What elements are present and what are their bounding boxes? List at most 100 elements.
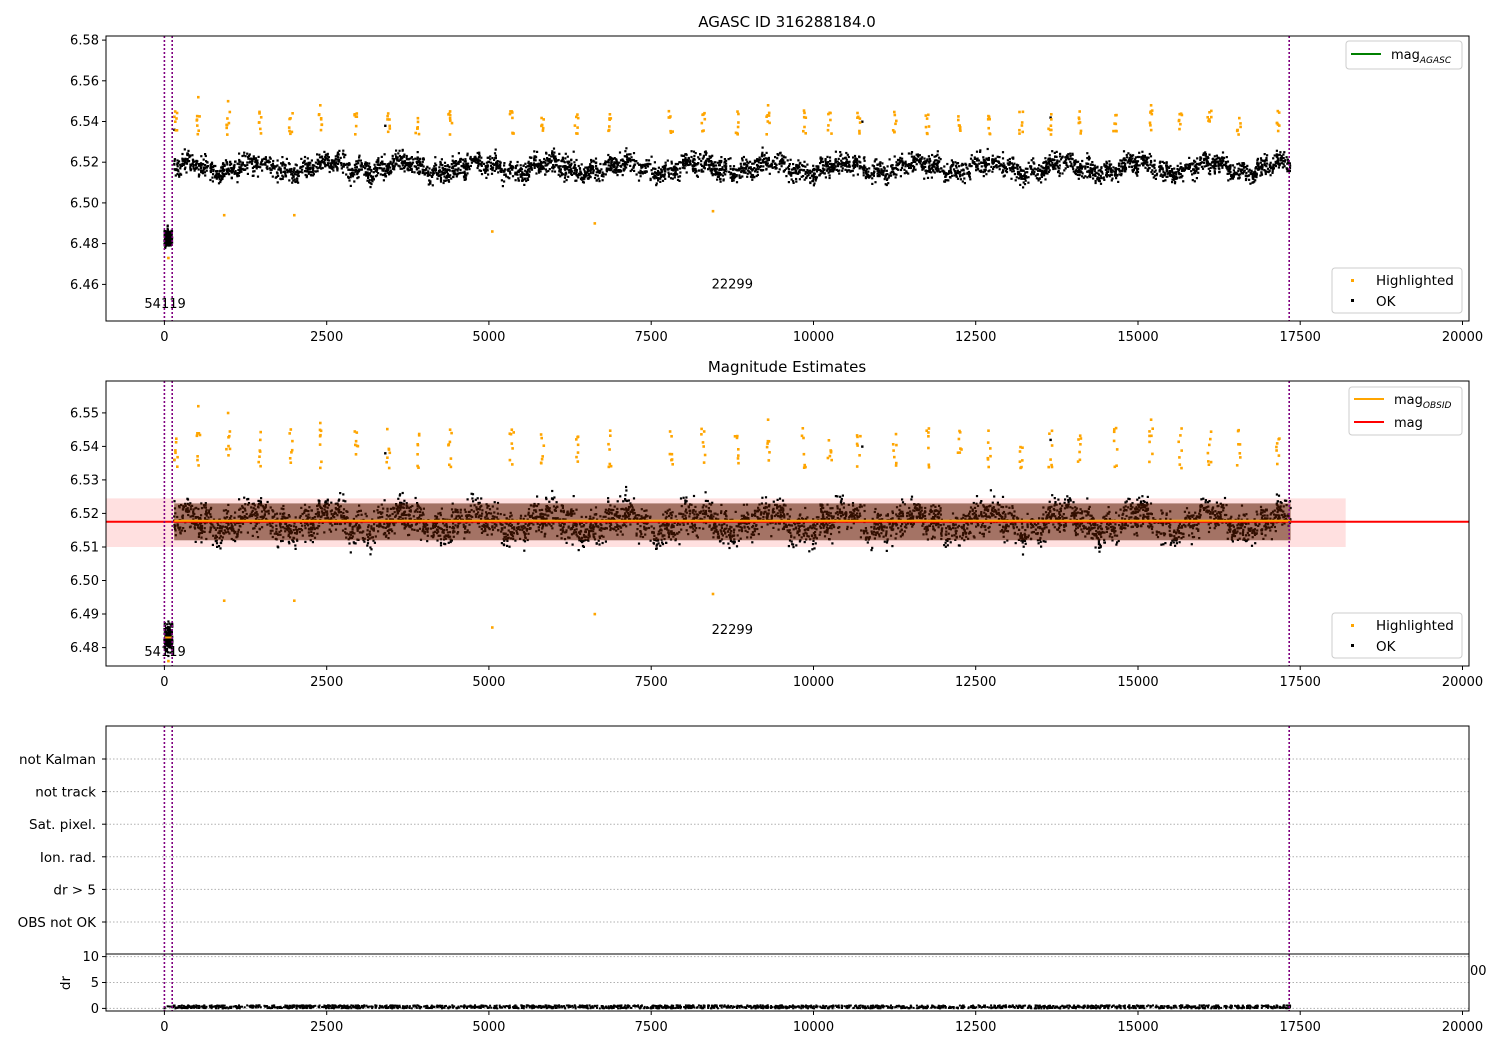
ok-point	[285, 168, 288, 171]
ok-point	[1007, 163, 1010, 166]
ok-point	[542, 160, 545, 163]
ok-point	[572, 150, 575, 153]
ok-point	[798, 169, 801, 172]
ok-point	[597, 169, 600, 172]
ok-point	[1195, 162, 1198, 166]
ok-point	[284, 175, 287, 178]
ok-point	[548, 159, 551, 162]
ok-point	[1063, 169, 1066, 172]
ok-point	[236, 175, 239, 178]
ok-point	[390, 170, 393, 174]
ok-point	[233, 171, 236, 174]
ok-point	[716, 178, 719, 181]
ok-point	[340, 167, 343, 170]
ok-point	[383, 153, 386, 156]
highlighted-point	[767, 111, 771, 115]
highlighted-point	[417, 132, 421, 136]
ok-point	[472, 160, 475, 163]
ok-point	[356, 173, 359, 176]
ok-point	[297, 174, 300, 178]
ok-point	[1263, 162, 1266, 165]
ok-point	[1180, 176, 1183, 179]
ok-point	[1145, 159, 1148, 162]
ok-point	[645, 170, 648, 173]
ok-point	[510, 168, 513, 171]
ok-point	[1232, 169, 1235, 172]
ok-point	[1061, 172, 1064, 175]
ok-point	[342, 153, 345, 156]
ok-point	[1123, 164, 1127, 167]
ok-point	[514, 167, 517, 170]
ok-point	[623, 162, 626, 165]
ok-point	[933, 155, 936, 158]
ok-point	[1115, 167, 1118, 171]
ok-point	[1119, 159, 1122, 162]
ok-point	[1065, 163, 1068, 167]
ok-point	[204, 154, 207, 158]
ok-point	[1008, 167, 1011, 170]
ok-point	[907, 163, 911, 166]
ok-point	[1221, 166, 1224, 169]
ok-point	[261, 169, 264, 172]
ok-point	[349, 168, 352, 171]
ok-point	[459, 160, 462, 163]
ok-point	[1136, 170, 1140, 174]
ok-point	[844, 157, 847, 160]
ok-point	[713, 167, 716, 171]
ok-point	[757, 161, 760, 164]
ok-point	[1153, 170, 1156, 173]
ok-point	[1124, 162, 1127, 165]
ok-point	[330, 159, 333, 162]
ok-point	[1151, 169, 1154, 172]
ok-point	[695, 170, 698, 173]
ok-point	[905, 171, 909, 174]
ok-point	[457, 167, 460, 170]
ok-point	[1259, 157, 1263, 160]
ok-point	[1040, 174, 1043, 177]
ok-point	[747, 167, 750, 170]
ok-point	[1101, 172, 1104, 175]
ok-point	[667, 171, 670, 174]
ok-point	[560, 159, 563, 163]
ok-point	[586, 168, 589, 171]
ok-point	[1240, 168, 1244, 171]
ok-point	[1240, 164, 1243, 168]
ok-point	[1199, 162, 1202, 165]
panel2-title: Magnitude Estimates	[708, 358, 866, 376]
ok-point	[1160, 166, 1163, 170]
ok-point	[763, 157, 766, 160]
ok-point	[774, 167, 777, 170]
ok-point	[622, 162, 625, 166]
ok-point	[382, 179, 385, 182]
ok-point	[368, 181, 371, 184]
ok-point	[374, 175, 377, 178]
ok-point	[1104, 168, 1107, 171]
ok-point	[308, 163, 311, 166]
ok-point	[354, 170, 357, 173]
ok-point	[334, 157, 337, 161]
ok-point	[858, 167, 861, 170]
ok-point	[220, 177, 224, 181]
ok-point	[993, 158, 996, 161]
ok-point	[1251, 172, 1254, 175]
ok-point	[1005, 168, 1008, 171]
ok-point	[271, 166, 274, 170]
highlighted-point	[1112, 129, 1115, 133]
ok-point	[1278, 162, 1281, 165]
ok-point	[664, 164, 667, 167]
ok-point	[246, 152, 249, 155]
highlighted-point	[924, 114, 928, 117]
ok-point	[1065, 161, 1068, 165]
ok-point	[663, 164, 666, 168]
ok-point	[466, 154, 469, 157]
highlighted-point	[320, 123, 323, 127]
highlighted-point	[1210, 109, 1213, 113]
ok-point	[250, 160, 253, 163]
ok-point	[525, 179, 528, 183]
ok-point	[975, 150, 979, 153]
ok-point	[975, 169, 978, 172]
ok-point	[881, 162, 884, 165]
ok-point	[181, 163, 184, 166]
ok-point	[257, 165, 260, 168]
ok-point	[786, 166, 790, 169]
